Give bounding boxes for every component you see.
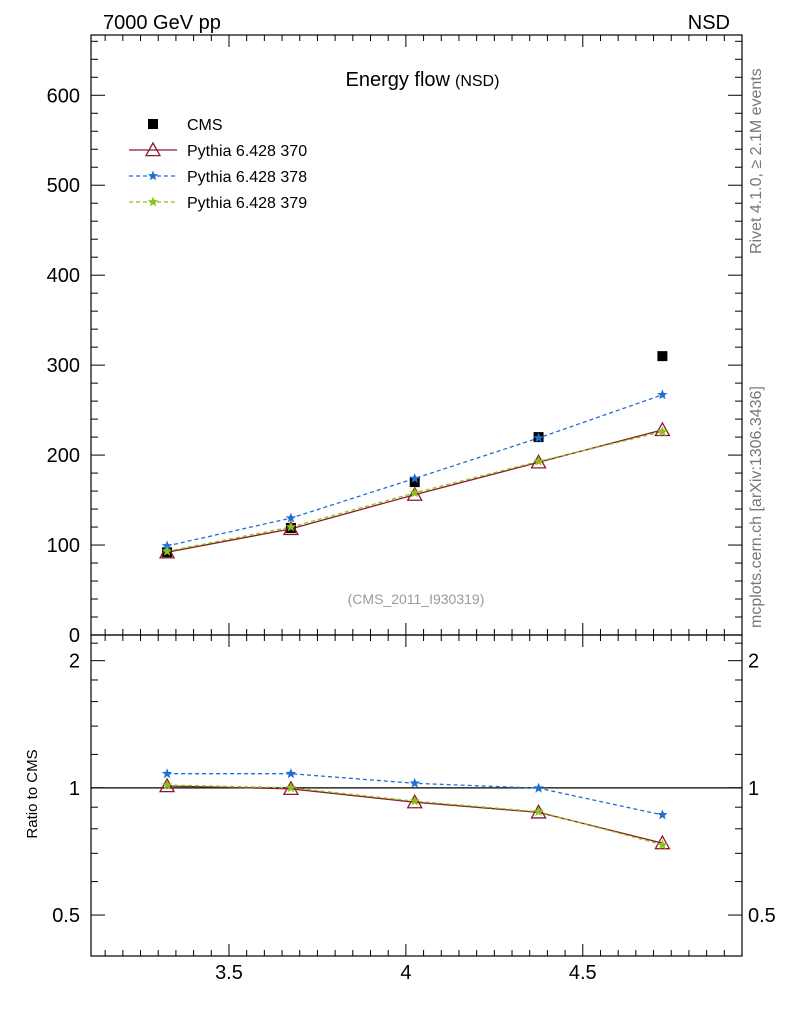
data-point [533,455,544,466]
main-y-tick-label: 500 [47,175,80,197]
ratio-point [161,779,173,790]
data-point [282,520,300,536]
data-point [409,487,420,498]
ratio-point [657,839,668,850]
side-label-top: Rivet 4.1.0, ≥ 2.1M events [748,68,765,254]
ratio-y-tick-label-right: 0.5 [748,905,776,927]
legend-marker [147,196,159,207]
ratio-plot-frame [90,634,743,957]
ratio-point [409,795,420,806]
ratio-y-tick-label-right: 1 [748,778,759,800]
x-tick-label: 4.5 [569,962,597,984]
data-point [533,432,544,443]
main-y-tick-label: 400 [47,265,80,287]
ratio-point [285,768,297,779]
ratio-point [654,834,671,850]
ratio-y-tick-label: 1 [69,778,80,800]
x-tick-label: 3.5 [215,962,243,984]
data-point [406,486,423,501]
ratio-point [158,777,176,793]
legend-label: CMS [187,117,223,134]
data-point [657,389,668,400]
ratio-point [282,780,300,796]
data-point [285,521,297,532]
data-point [285,512,297,523]
data-point [409,473,420,483]
main-y-tick-label: 300 [47,355,80,377]
data-point [654,421,671,437]
ratio-point [533,782,544,793]
header-left: 7000 GeV pp [103,12,221,34]
side-label-bottom: mcplots.cern.ch [arXiv:1306.3436] [748,386,765,628]
data-point [530,453,547,469]
main-y-tick-label: 200 [47,445,80,467]
data-point [657,426,668,437]
chart-title: Energy flow [346,69,451,91]
data-point [657,351,668,362]
legend-label: Pythia 6.428 378 [187,169,307,186]
ratio-point [530,804,547,819]
ratio-y-tick-label-right: 2 [748,651,759,673]
ratio-point [285,782,297,793]
ratio-point [161,768,173,779]
main-panel: 0 100 200 300 400 500 600 CMS Pythia 6.428 370 Py… [47,34,743,647]
ratio-point [657,809,668,820]
header-right: NSD [688,12,730,34]
data-point [161,545,173,556]
data-point [161,540,173,551]
ratio-ylabel: Ratio to CMS [24,749,41,838]
ratio-point [533,806,544,817]
ratio-point [409,777,420,788]
legend-marker [144,141,162,157]
ratio-point [406,793,423,809]
data-point [409,477,420,488]
ratio-y-tick-label: 2 [69,651,80,673]
ratio-y-tick-label: 0.5 [52,905,80,927]
legend-marker [147,170,159,181]
data-point [158,543,176,559]
analysis-tag: (CMS_2011_I930319) [348,591,485,607]
main-y-tick-label: 600 [47,85,80,107]
legend-label: Pythia 6.428 379 [187,195,307,212]
main-y-tick-label: 100 [47,535,80,557]
chart-title-sub: (NSD) [455,73,499,90]
series-line [166,394,663,547]
ratio-panel: 0.5 0.5 1 1 2 2 3.5 4 4.5 [52,634,776,984]
x-tick-label: 4 [400,962,411,984]
legend-marker [148,119,158,129]
legend-label: Pythia 6.428 370 [187,143,307,160]
main-y-tick-label: 0 [69,625,80,647]
